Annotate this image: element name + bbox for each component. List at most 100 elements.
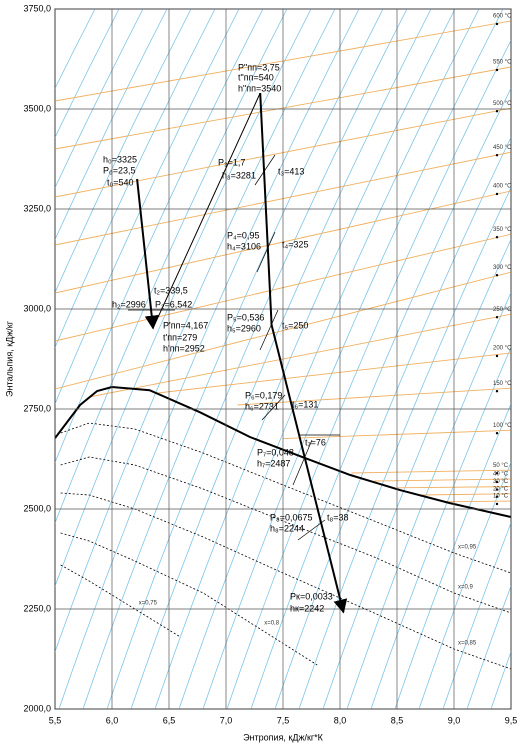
annotation: t'пп=279 <box>163 332 197 342</box>
x-tick-label: 7,5 <box>277 715 290 725</box>
isotherm-dot <box>495 236 499 239</box>
process-line <box>152 92 261 329</box>
isotherm-label: 200 °C <box>493 346 512 352</box>
isotherm-dot <box>495 432 499 435</box>
annotation: h"пп=3540 <box>238 83 281 93</box>
isotherm-dot <box>495 354 499 358</box>
dryness-line <box>60 456 511 614</box>
annotation: t"пп=540 <box>238 72 274 82</box>
saturation-line <box>55 385 511 518</box>
annotation: t₃=413 <box>278 166 304 176</box>
process-line <box>136 178 159 330</box>
y-tick-label: 3500,0 <box>23 103 51 113</box>
isotherm-label: 250 °C <box>493 307 512 313</box>
annotation: h₂=2996 <box>112 299 146 309</box>
isotherm-dot <box>495 110 499 113</box>
annotation: P₂=6,542 <box>155 299 192 309</box>
isotherm-dot <box>495 502 499 506</box>
annotation: t₄=325 <box>282 239 308 249</box>
isotherm <box>89 313 511 398</box>
y-tick-label: 3750,0 <box>23 3 51 13</box>
annotation: t₆=131 <box>292 399 318 409</box>
dryness-label: x=0,85 <box>458 641 477 647</box>
y-tick-label: 2250,0 <box>23 603 51 613</box>
isotherm-label: 550 °C <box>493 60 512 66</box>
isotherm-dot <box>495 316 499 319</box>
annotation: t₀=540 <box>107 177 134 187</box>
isotherm-label: 40 °C <box>493 472 509 478</box>
isotherm-dot <box>495 488 499 491</box>
isotherm-label: 400 °C <box>493 184 512 190</box>
isotherm-label: 30 °C <box>493 479 509 485</box>
annotation: t₇=76 <box>305 437 326 447</box>
annotation: P₇=0,048 <box>257 447 294 457</box>
dryness-line <box>60 492 511 670</box>
y-tick-label: 2500,0 <box>23 503 51 513</box>
y-tick-label: 2750,0 <box>23 403 51 413</box>
annotation: t₈=38 <box>327 512 349 522</box>
isobar <box>515 9 524 709</box>
y-tick-label: 3250,0 <box>23 203 51 213</box>
annotation: h₀=3325 <box>103 154 137 164</box>
isotherm-dot <box>495 480 499 484</box>
x-tick-label: 6,5 <box>163 715 176 725</box>
annotation: h₆=2731 <box>245 401 279 411</box>
isotherm-dot <box>495 192 499 196</box>
isotherm-dot <box>495 472 499 475</box>
isotherm-dot <box>495 495 499 498</box>
annotation: h₄=3106 <box>227 241 261 251</box>
annotation: P"пп=3,75 <box>238 62 280 72</box>
isotherm-label: 300 °C <box>493 265 512 271</box>
annotation: Pк=0,0033 <box>290 591 333 601</box>
x-tick-label: 5,5 <box>49 715 62 725</box>
isotherm-label: 500 °C <box>493 101 512 107</box>
isotherm-label: 150 °C <box>493 381 512 387</box>
isotherm-dot <box>495 68 499 72</box>
isotherm-label: 20 °C <box>493 486 509 492</box>
y-tick-label: 2000,0 <box>23 703 51 713</box>
annotation: t₂=339,5 <box>154 285 188 295</box>
annotation: P₈=0,0675 <box>270 512 313 522</box>
dryness-label: x=0,95 <box>458 545 477 551</box>
x-tick-label: 7,0 <box>220 715 233 725</box>
x-tick-label: 8,0 <box>334 715 347 725</box>
isotherm-label: 100 °C <box>493 423 512 429</box>
annotation: h₃=3281 <box>222 170 256 180</box>
pressure-mark <box>254 154 276 186</box>
isotherm-label: 600 °C <box>493 14 512 20</box>
dryness-line <box>60 422 511 574</box>
pressure-mark <box>256 231 276 273</box>
isotherm-dot <box>495 274 499 277</box>
x-tick-label: 9,0 <box>448 715 461 725</box>
isotherm-dot <box>495 22 499 26</box>
y-tick-label: 3000,0 <box>23 303 51 313</box>
annotation: h₅=2960 <box>227 323 261 333</box>
annotation: P₄=0,95 <box>227 230 259 240</box>
pressure-mark <box>261 394 286 421</box>
x-axis-title: Энтропия, кДж/кг*К <box>243 732 324 742</box>
isotherm <box>157 352 511 394</box>
isotherm <box>419 493 511 496</box>
annotation: h₇=2487 <box>257 458 290 468</box>
pressure-mark <box>297 519 326 541</box>
dryness-label: x=0,9 <box>458 585 474 591</box>
annotation: P'пп=4,167 <box>163 320 208 330</box>
annotation: h'пп=2952 <box>163 343 205 353</box>
isotherm-label: 450 °C <box>493 145 512 151</box>
x-tick-label: 8,5 <box>391 715 404 725</box>
isotherm-dot <box>495 390 499 393</box>
dryness-line <box>60 564 181 638</box>
annotation: P₆=0,179 <box>245 390 282 400</box>
annotation: t₅=250 <box>282 320 308 330</box>
isotherm-dot <box>495 154 499 157</box>
isotherm <box>351 469 511 474</box>
x-tick-label: 9,5 <box>505 715 518 725</box>
annotation: P₃=1,7 <box>218 157 245 167</box>
pressure-mark <box>292 439 313 486</box>
annotation: hк=2242 <box>290 603 324 613</box>
isotherm-label: 10 °C <box>493 494 509 500</box>
isotherm-label: 350 °C <box>493 227 512 233</box>
y-axis-title: Энтальпия, кДж/кг <box>4 320 14 397</box>
dryness-label: x=0,75 <box>139 601 158 607</box>
